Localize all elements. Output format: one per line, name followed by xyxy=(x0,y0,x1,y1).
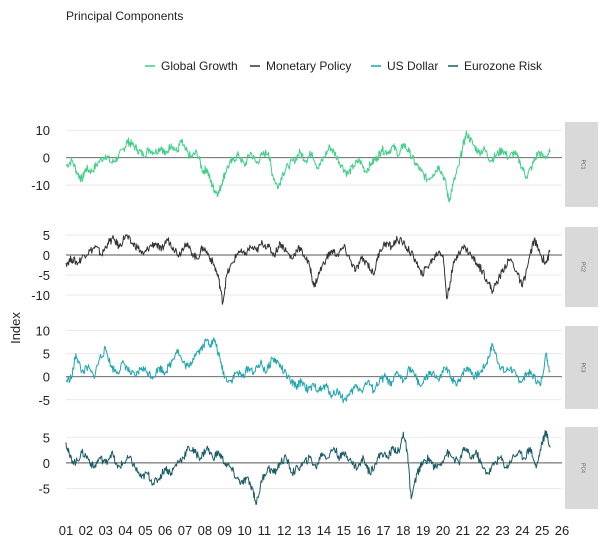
panel: 5 0 -5 -10 PC2 xyxy=(31,227,598,307)
y-axis-label: Index xyxy=(8,312,23,344)
legend: Global Growth Monetary Policy US Dollar Eur… xyxy=(145,59,543,73)
y-tick-label: -10 xyxy=(31,288,50,303)
x-tick-label: 02 xyxy=(79,523,93,538)
x-axis: 01 02 03 04 05 06 07 08 09 10 11 12 13 14 15 16 17 18 19 20… xyxy=(59,523,569,538)
series-line xyxy=(65,130,551,203)
panel: 10 5 0 -5 PC3 xyxy=(36,324,598,409)
legend-item: Monetary Policy xyxy=(250,59,351,73)
legend-item: Global Growth xyxy=(145,59,238,73)
x-tick-label: 21 xyxy=(456,523,470,538)
facet-strip xyxy=(565,427,598,509)
legend-label: US Dollar xyxy=(387,59,438,73)
y-tick-label: -5 xyxy=(38,482,50,497)
x-tick-label: 08 xyxy=(198,523,212,538)
x-tick-label: 14 xyxy=(317,523,331,538)
y-tick-label: 10 xyxy=(36,123,50,138)
x-tick-label: 04 xyxy=(118,523,132,538)
y-tick-label: 5 xyxy=(43,430,50,445)
legend-label: Eurozone Risk xyxy=(464,59,543,73)
x-tick-label: 24 xyxy=(515,523,529,538)
y-tick-label: 0 xyxy=(43,151,50,166)
x-tick-label: 23 xyxy=(495,523,509,538)
legend-label: Monetary Policy xyxy=(266,59,351,73)
facet-strip xyxy=(565,122,598,207)
facet-label: PC2 xyxy=(580,262,586,272)
series-line xyxy=(65,430,551,506)
chart-title: Principal Components xyxy=(66,9,183,23)
y-tick-label: 0 xyxy=(43,456,50,471)
x-tick-label: 19 xyxy=(416,523,430,538)
x-tick-label: 11 xyxy=(258,523,272,538)
x-tick-label: 07 xyxy=(178,523,192,538)
series-line xyxy=(65,234,551,305)
x-tick-label: 09 xyxy=(217,523,231,538)
y-tick-label: 5 xyxy=(43,347,50,362)
x-tick-label: 03 xyxy=(98,523,112,538)
facet-strip xyxy=(565,326,598,409)
x-tick-label: 26 xyxy=(555,523,569,538)
y-tick-label: 0 xyxy=(43,370,50,385)
x-tick-label: 06 xyxy=(158,523,172,538)
facet-label: PC4 xyxy=(580,463,586,473)
x-tick-label: 22 xyxy=(475,523,489,538)
y-tick-label: 10 xyxy=(36,324,50,339)
y-tick-label: -5 xyxy=(38,393,50,408)
facet-label: PC1 xyxy=(580,160,586,170)
x-tick-label: 20 xyxy=(436,523,450,538)
legend-item: Eurozone Risk xyxy=(448,59,543,73)
y-tick-label: -5 xyxy=(38,268,50,283)
x-tick-label: 16 xyxy=(356,523,370,538)
y-tick-label: 0 xyxy=(43,248,50,263)
y-tick-label: -10 xyxy=(31,178,50,193)
panel: 5 0 -5 PC4 xyxy=(38,427,598,509)
x-tick-label: 01 xyxy=(59,523,73,538)
x-tick-label: 12 xyxy=(277,523,291,538)
facet-label: PC3 xyxy=(580,363,586,373)
x-tick-label: 13 xyxy=(297,523,311,538)
x-tick-label: 17 xyxy=(376,523,390,538)
series-line xyxy=(65,337,551,404)
facet-strip xyxy=(565,227,598,307)
legend-item: US Dollar xyxy=(371,59,438,73)
x-tick-label: 10 xyxy=(237,523,251,538)
x-tick-label: 15 xyxy=(337,523,351,538)
x-tick-label: 18 xyxy=(396,523,410,538)
x-tick-label: 05 xyxy=(138,523,152,538)
panel: 10 0 -10 PC1 xyxy=(31,122,598,207)
x-tick-label: 25 xyxy=(535,523,549,538)
legend-label: Global Growth xyxy=(161,59,238,73)
y-tick-label: 5 xyxy=(43,228,50,243)
chart-panels: 10 0 -10 PC1 5 0 -5 -10 PC2 10 5 0 -5 PC3 5 0 -5 PC4 xyxy=(31,122,598,509)
